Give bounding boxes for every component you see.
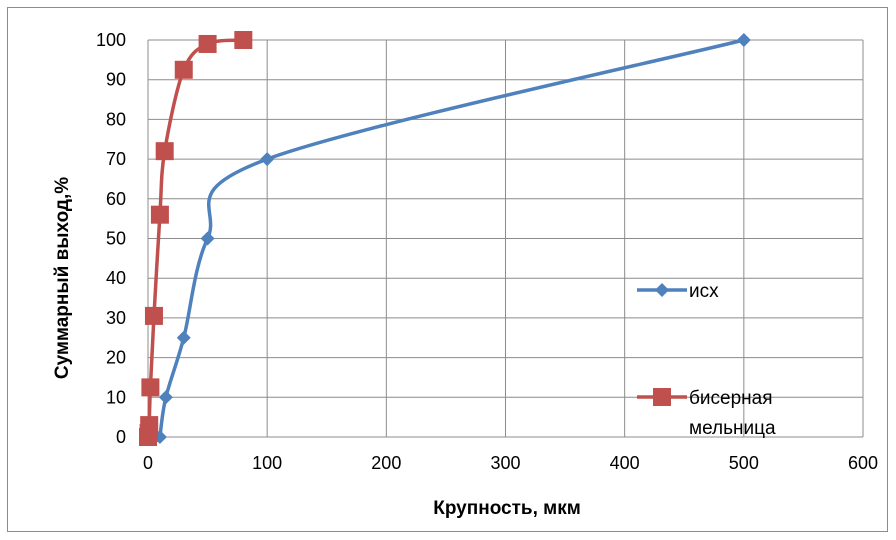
data-point-square	[141, 378, 160, 397]
data-point-square	[155, 142, 174, 161]
data-point-square	[234, 31, 253, 49]
y-tick-label: 90	[106, 70, 126, 90]
y-tick-label: 60	[106, 189, 126, 209]
x-tick-labels: 0 100 200 300 400 500 600	[143, 453, 878, 473]
legend-marker-square	[653, 388, 671, 406]
x-tick-label: 400	[610, 453, 640, 473]
x-tick-label: 300	[490, 453, 520, 473]
data-point-diamond	[176, 330, 191, 345]
data-point-square	[150, 205, 169, 224]
y-tick-label: 80	[106, 109, 126, 129]
y-tick-label: 20	[106, 348, 126, 368]
x-tick-label: 100	[252, 453, 282, 473]
series-line-0	[158, 38, 745, 438]
grid	[147, 39, 864, 438]
x-tick-label: 500	[729, 453, 759, 473]
legend-label-bead-mill-line2: мельница	[689, 418, 776, 439]
x-tick-label: 600	[848, 453, 878, 473]
data-point-square	[144, 306, 163, 325]
data-point-square	[198, 34, 217, 53]
y-tick-label: 10	[106, 387, 126, 407]
x-tick-label: 0	[143, 453, 153, 473]
y-axis-title: Суммарный выход,%	[52, 177, 73, 379]
y-tick-label: 0	[116, 427, 126, 447]
data-point-square	[174, 60, 193, 79]
data-point-square	[140, 416, 159, 435]
legend-label-bead-mill-line1: бисерная	[689, 388, 772, 409]
series-layer	[139, 31, 751, 446]
legend-marker-diamond	[655, 283, 669, 297]
legend: исх бисерная мельница	[637, 281, 776, 439]
y-tick-label: 40	[106, 268, 126, 288]
y-tick-label: 100	[96, 30, 126, 50]
x-axis-title: Крупность, мкм	[433, 498, 581, 519]
data-point-diamond	[158, 390, 173, 405]
x-tick-label: 200	[371, 453, 401, 473]
y-tick-label: 70	[106, 149, 126, 169]
data-point-diamond	[736, 33, 751, 47]
y-tick-label: 30	[106, 308, 126, 328]
y-tick-label: 50	[106, 229, 126, 249]
data-point-diamond	[260, 152, 275, 167]
y-tick-labels: 0 10 20 30 40 50 60 70 80 90 100	[96, 30, 126, 447]
data-point-diamond	[200, 231, 215, 246]
legend-label-ish: исх	[689, 281, 719, 302]
